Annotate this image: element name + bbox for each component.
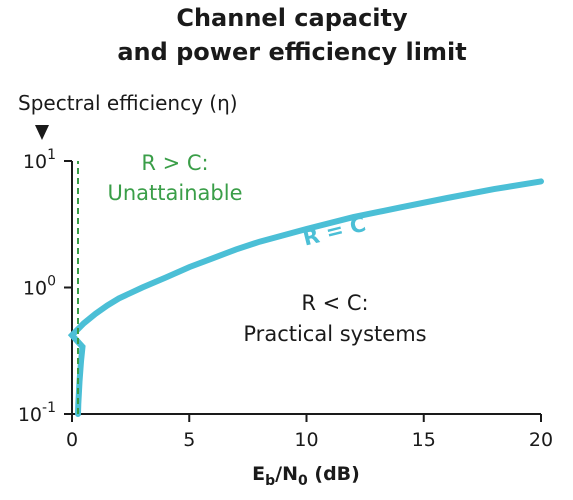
tick-labels: 0 5 10 15 20 101 100 10-1	[18, 147, 553, 451]
chart-title-line2: and power efficiency limit	[117, 38, 466, 66]
y-tick-label: 100	[23, 274, 56, 300]
x-tick-label: 0	[66, 429, 78, 451]
x-tick-label: 5	[183, 429, 195, 451]
chart-title-line1: Channel capacity	[176, 4, 408, 32]
axes	[64, 160, 542, 422]
y-tick-label: 10-1	[18, 400, 56, 426]
y-tick-label: 101	[23, 147, 56, 173]
annotation-practical-line1: R < C:	[301, 291, 368, 315]
annotation-practical-line2: Practical systems	[243, 322, 426, 346]
x-tick-label: 15	[412, 429, 436, 451]
y-axis-title: Spectral efficiency (η)	[18, 91, 238, 115]
annotations: R > C: Unattainable R = C R < C: Practic…	[108, 151, 427, 346]
series-layer	[67, 161, 544, 417]
capacity-curve	[67, 178, 544, 417]
x-tick-label: 20	[529, 429, 553, 451]
x-axis-title: Eb/N0 (dB)	[252, 463, 360, 489]
annotation-capacity-label: R = C	[300, 212, 368, 251]
x-tick-label: 10	[294, 429, 318, 451]
annotation-unattainable-line2: Unattainable	[108, 181, 243, 205]
y-axis-arrow-icon	[35, 125, 49, 140]
annotation-unattainable-line1: R > C:	[141, 151, 208, 175]
